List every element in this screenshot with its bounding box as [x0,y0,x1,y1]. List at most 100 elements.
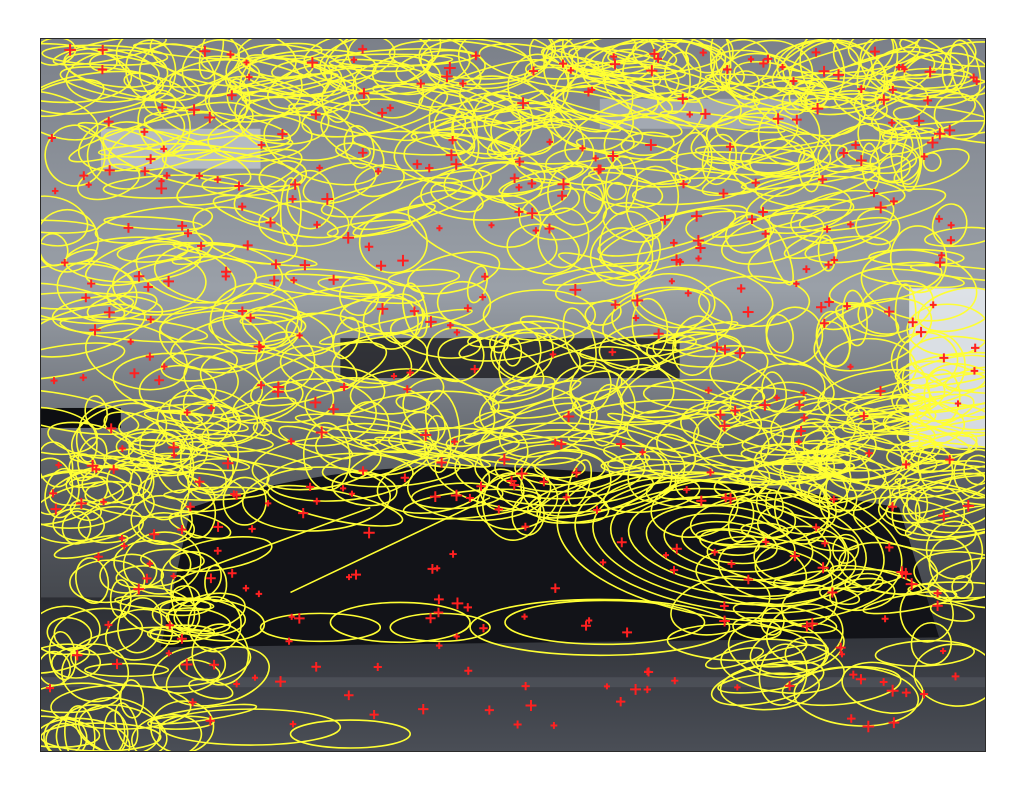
keypoint-marker [696,495,707,506]
keypoint-marker [585,617,593,624]
keypoint-marker [819,318,829,328]
region-ellipse [483,108,554,156]
region-ellipse [78,399,210,466]
region-ellipse [704,646,765,670]
keypoint-marker [558,59,567,68]
region-ellipse [489,333,510,354]
keypoint-marker [794,400,805,410]
region-ellipse [588,167,692,188]
keypoint-marker [718,420,731,432]
keypoint-marker [416,79,425,88]
keypoint-marker [157,102,167,113]
keypoint-marker [915,326,927,338]
keypoint-marker [163,172,171,180]
keypoint-marker [449,550,457,558]
region-ellipse [41,44,169,66]
keypoint-marker [662,552,670,559]
keypoint-marker [509,480,520,490]
keypoint-marker [938,251,945,259]
region-ellipse [159,708,342,746]
region-ellipse [255,331,316,392]
keypoint-marker [373,662,382,672]
keypoint-marker [71,650,83,661]
region-ellipse [715,92,867,149]
keypoint-marker [865,449,873,458]
keypoint-marker [363,527,375,539]
keypoint-marker [869,46,880,57]
keypoint-marker [412,159,422,169]
keypoint-marker [194,476,205,487]
keypoint-marker [899,63,906,70]
keypoint-marker [622,627,633,638]
region-ellipse [84,232,214,287]
keypoint-marker [97,44,108,55]
region-ellipse [600,458,714,479]
region-ellipse [143,109,292,150]
region-ellipse [443,166,484,201]
region-ellipse [832,39,895,78]
keypoint-marker [592,155,599,162]
region-ellipse [755,175,906,211]
keypoint-marker [616,439,626,449]
region-ellipse [519,315,661,371]
region-ellipse [180,488,217,539]
keypoint-marker [929,301,937,309]
region-ellipse [41,682,121,714]
keypoint-marker [539,477,549,487]
keypoint-marker [176,633,187,644]
keypoint-marker [79,171,89,181]
keypoint-marker [309,396,322,409]
keypoint-marker [453,633,460,640]
keypoint-marker [901,460,911,469]
keypoint-marker [451,597,464,610]
keypoint-marker [233,680,241,688]
region-ellipse [165,645,271,707]
keypoint-marker [183,408,191,416]
keypoint-marker [516,467,528,480]
keypoint-marker [944,124,956,136]
region-ellipse [885,472,985,524]
keypoint-marker [425,316,437,328]
region-ellipse [253,273,395,298]
keypoint-marker [686,111,693,118]
region-ellipse [423,414,452,474]
region-ellipse [346,401,390,447]
keypoint-marker [433,607,444,618]
keypoint-marker [521,522,530,531]
keypoint-marker [823,225,831,233]
region-ellipse [41,291,135,321]
region-ellipse [832,533,860,564]
keypoint-marker [197,241,206,251]
keypoint-marker [289,720,297,728]
scene-photo [41,39,985,751]
keypoint-marker [418,703,429,715]
region-ellipse [724,39,814,111]
region-ellipse [536,469,679,524]
keypoint-marker [923,96,933,105]
region-ellipse [891,492,921,537]
region-ellipse [913,643,985,707]
region-ellipse [56,260,138,323]
keypoint-marker [328,274,339,285]
keypoint-marker [913,115,925,127]
keypoint-marker [945,455,955,465]
keypoint-marker [695,242,706,254]
keypoint-marker [299,259,311,271]
keypoint-marker [645,139,657,151]
region-ellipse [592,479,867,606]
region-ellipse [109,579,132,619]
keypoint-marker [188,698,197,707]
region-ellipse [234,90,301,142]
keypoint-marker [679,180,688,189]
keypoint-marker [339,485,347,492]
region-ellipse [910,621,952,666]
region-ellipse [149,628,181,645]
region-ellipse [267,484,404,527]
region-ellipse [490,118,644,165]
keypoint-marker [654,55,663,63]
keypoint-marker [939,353,949,363]
region-ellipse [103,709,126,751]
region-ellipse [776,39,861,92]
region-ellipse [358,211,428,274]
region-ellipse [75,557,110,604]
